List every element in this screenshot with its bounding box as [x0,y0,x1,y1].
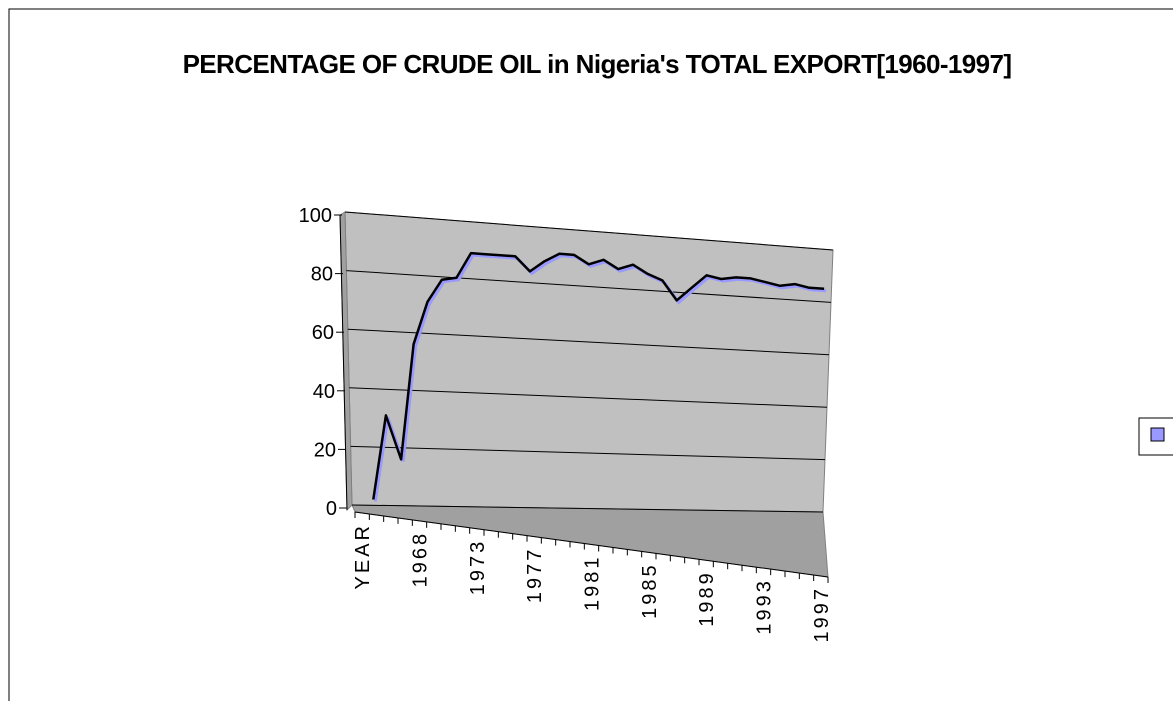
y-tick-label: 20 [314,439,336,461]
y-axis [339,214,348,511]
grid-line [350,445,826,461]
x-tick-label: 1973 [467,539,489,596]
line-side [373,253,827,502]
legend-swatch [1150,427,1165,442]
x-tick-label: 1985 [639,562,661,619]
y-tick-label: 40 [313,381,335,403]
chart-title: PERCENTAGE OF CRUDE OIL in Nigeria's TOT… [182,49,1012,79]
chart-border [8,8,1173,701]
grid-line [351,504,824,513]
grid-line [349,387,828,408]
x-tick-label: YEAR [352,523,374,589]
y-tick-label: 0 [326,498,337,520]
x-tick-label: 1977 [524,547,546,604]
x-tick-label: 1981 [582,555,604,612]
x-axis [354,511,829,578]
y-tick-label: 80 [311,264,333,286]
back-wall [344,211,834,513]
line [372,251,825,500]
y-tick-label: 60 [312,322,334,344]
y-tick-label: 100 [299,205,332,227]
x-tick-label: 1968 [410,531,432,588]
x-tick-label: 1993 [754,578,776,635]
grid-line [347,328,830,356]
grid-line [344,211,834,251]
grid-line [346,270,832,303]
x-tick-label: 1989 [696,570,718,627]
x-tick-label: 1997 [811,586,833,643]
